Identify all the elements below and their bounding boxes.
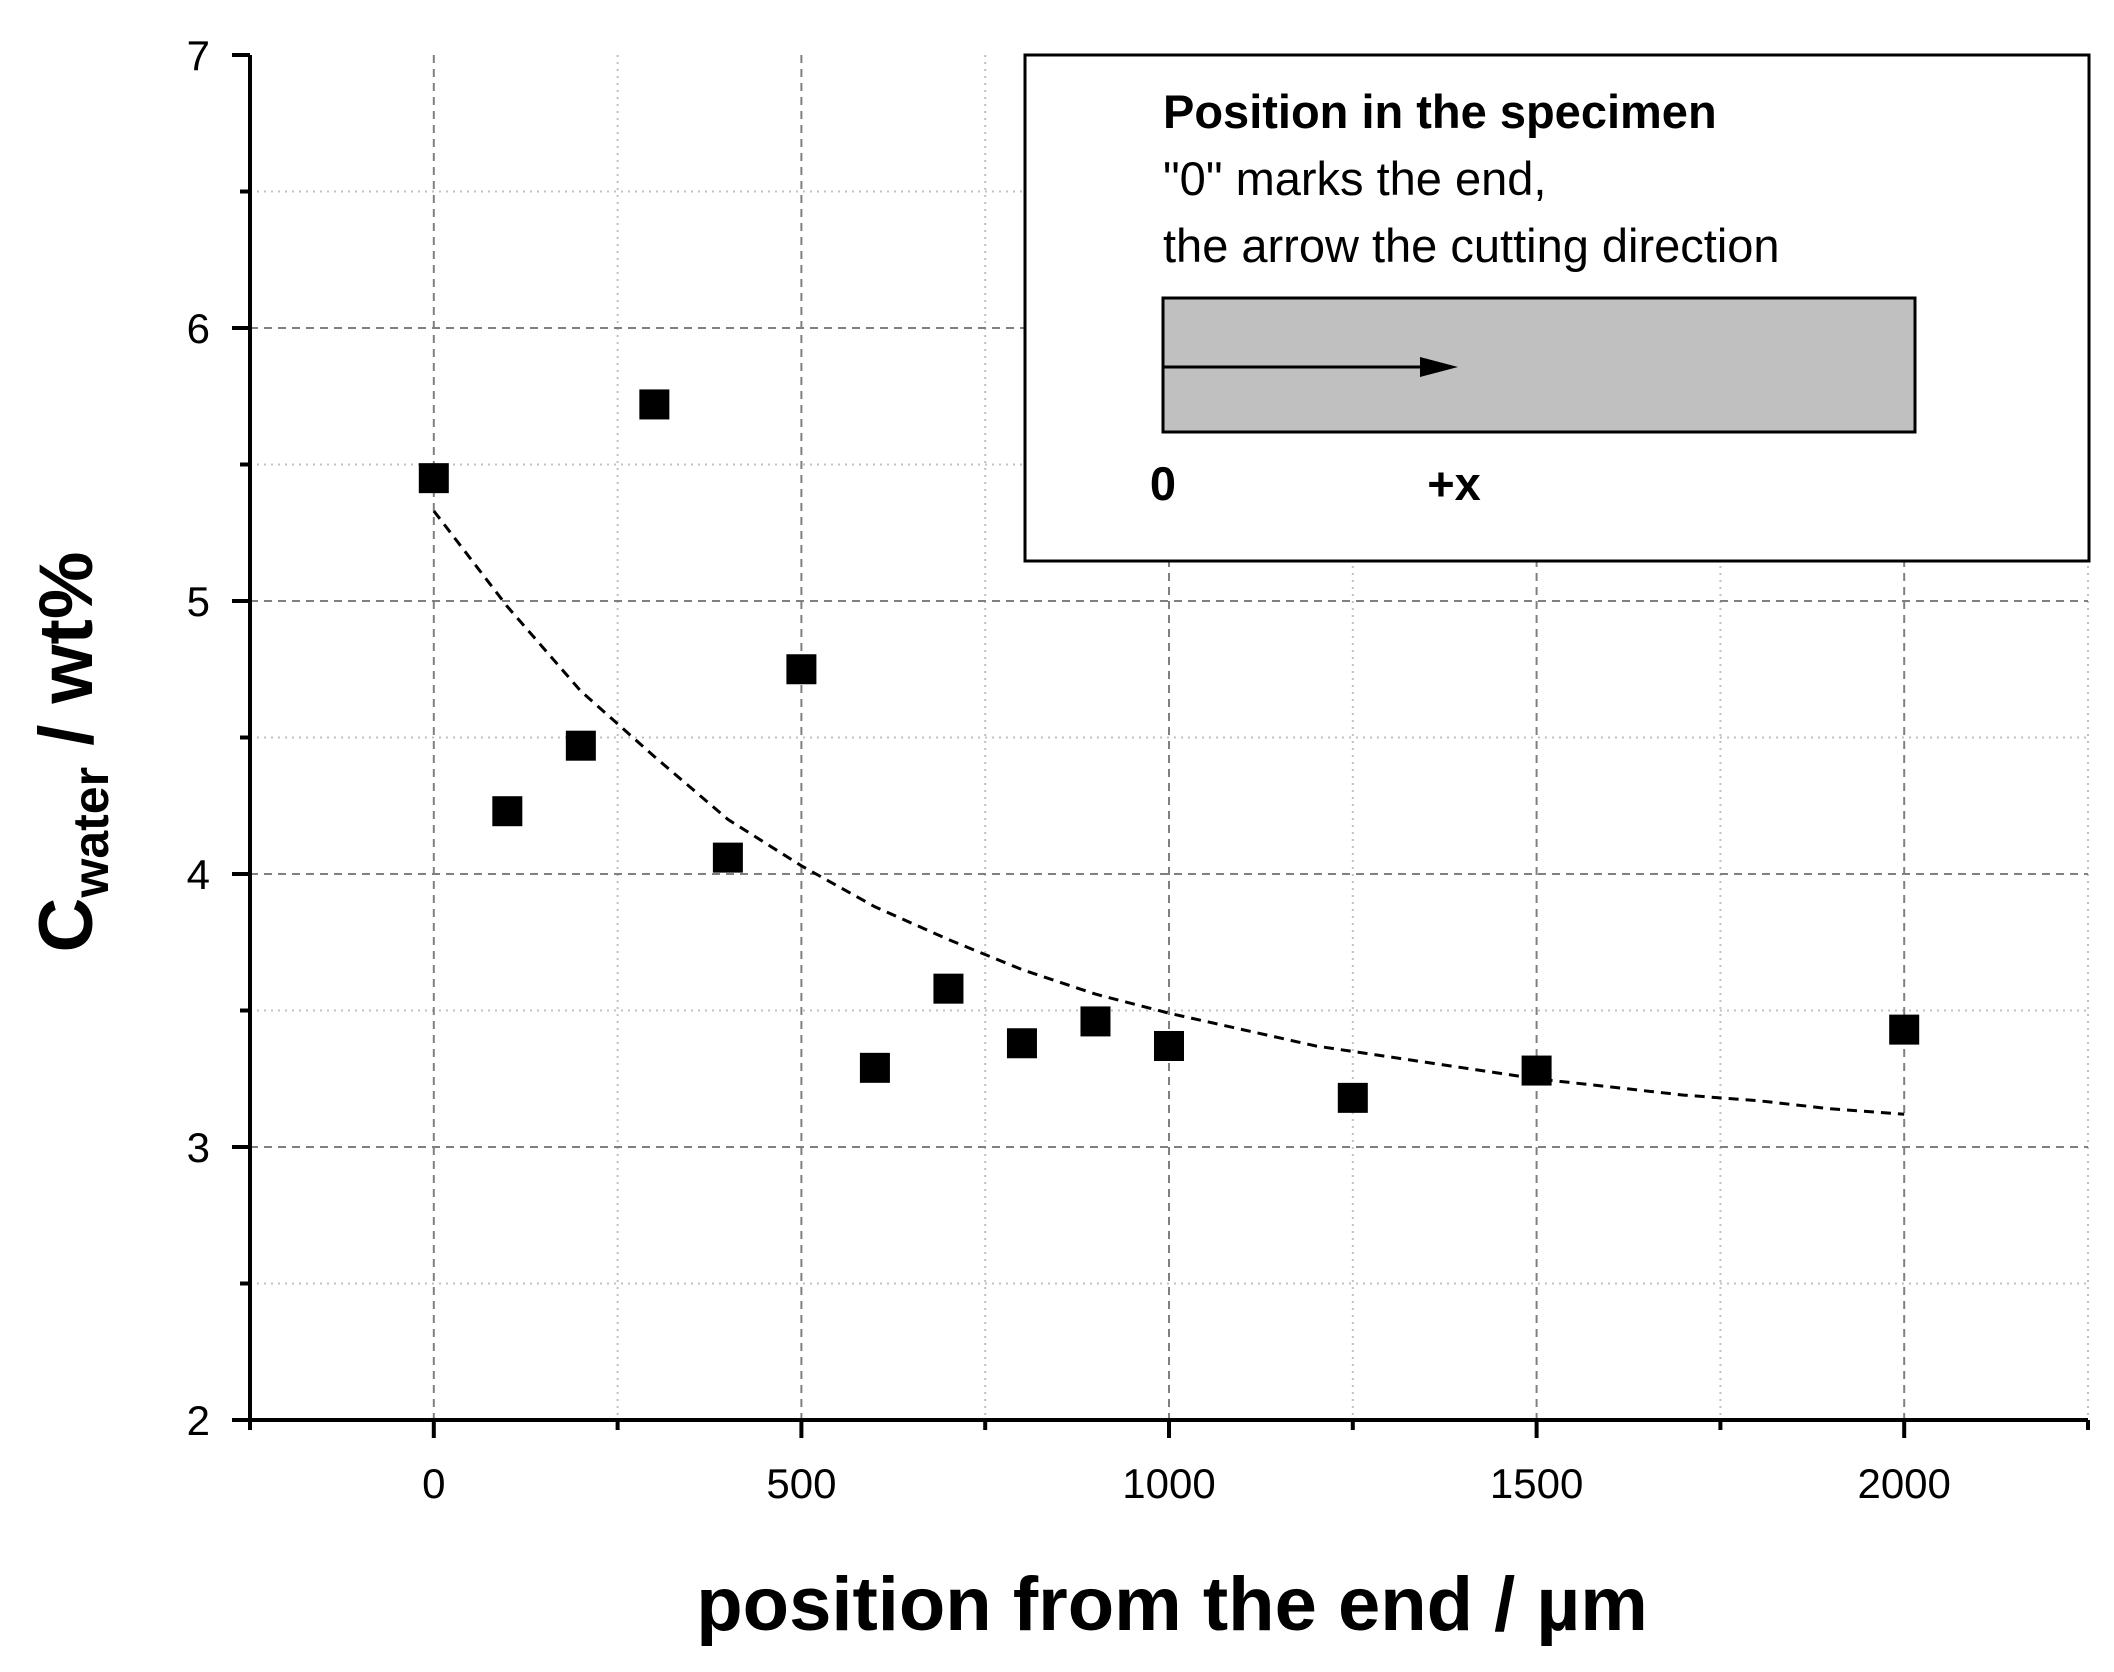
data-point [639,389,670,420]
data-point [786,654,817,685]
inset-legend: Position in the specimen "0" marks the e… [1023,53,2091,563]
x-axis-title: position from the end / µm [696,1562,1648,1647]
y-axis-title: Cwater / wt% [24,552,119,953]
x-tick-label: 0 [422,1460,445,1507]
y-axis-title-main: C [24,898,109,953]
data-point [418,463,449,494]
y-tick-label: 3 [187,1124,210,1171]
y-tick-label: 7 [187,32,210,79]
y-tick-label: 5 [187,578,210,625]
y-axis-title-unit: / wt% [24,552,109,767]
x-tick-label: 500 [766,1460,836,1507]
y-tick-label: 4 [187,851,210,898]
y-axis-title-subscript: water [63,767,119,899]
axes [232,53,2090,1438]
inset-legend-line-2: the arrow the cutting direction [1163,219,1780,272]
x-tick-label: 2000 [1857,1460,1950,1507]
x-tick-label: 1000 [1122,1460,1215,1507]
data-point [492,796,523,827]
data-point [1080,1006,1111,1037]
fit-curve-layer [432,509,1905,1116]
y-tick-label: 6 [187,305,210,352]
specimen-label-plus-x: +x [1427,457,1481,510]
y-tick-label: 2 [187,1397,210,1444]
tick-labels: 0 500 1000 1500 2000 2 3 4 5 6 7 [187,32,1951,1507]
fit-curve [432,509,1905,1116]
data-point [1337,1082,1368,1113]
inset-legend-title: Position in the specimen [1163,85,1717,138]
data-point [1889,1014,1920,1045]
specimen-label-zero: 0 [1150,457,1176,510]
data-point [1006,1028,1037,1059]
cutting-direction-arrow-head [1420,357,1458,377]
data-points-layer [418,389,1920,1113]
specimen-diagram [1161,296,1917,434]
x-tick-label: 1500 [1490,1460,1583,1507]
data-point [1521,1055,1552,1086]
data-point [565,730,596,761]
inset-legend-line-1: "0" marks the end, [1163,152,1546,205]
data-point [859,1052,890,1083]
data-point [712,842,743,873]
data-point [1154,1030,1184,1061]
data-point [933,973,964,1004]
